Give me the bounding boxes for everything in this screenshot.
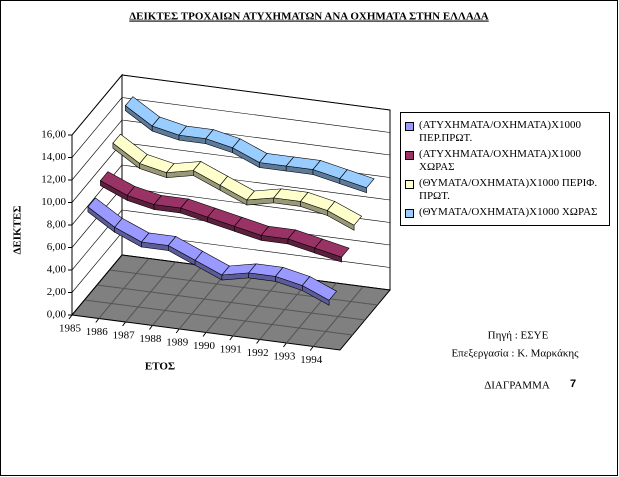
ribbon-top xyxy=(339,169,375,189)
legend-label: (ΑΤΥΧΗΜΑΤΑ/ΟΧΗΜΑΤΑ)Χ1000 ΠΕΡ.ΠΡΩΤ. xyxy=(419,119,582,144)
legend-item: (ΘΥΜΑΤΑ/ΟΧΗΜΑΤΑ)Χ1000 ΧΩΡΑΣ xyxy=(403,206,607,219)
legend: (ΑΤΥΧΗΜΑΤΑ/ΟΧΗΜΑΤΑ)Χ1000 ΠΕΡ.ΠΡΩΤ. (ΑΤΥΧΗ… xyxy=(400,112,610,226)
x-tick xyxy=(202,332,207,337)
x-tick xyxy=(122,321,126,327)
x-tick xyxy=(68,314,73,320)
grid-line xyxy=(71,97,123,158)
ribbon-segment xyxy=(339,169,375,194)
y-tick-label: 10,00 xyxy=(41,196,66,208)
floor-grid xyxy=(109,269,378,306)
x-tick-label: 1986 xyxy=(86,326,109,338)
y-tick-label: 4,00 xyxy=(47,264,67,276)
annotation: 7 xyxy=(570,378,576,390)
ribbon-segment xyxy=(260,226,297,245)
floor-grid xyxy=(84,299,353,336)
annotation: Επεξεργασία : Κ. Μαρκάκης xyxy=(451,348,579,360)
grid-line xyxy=(71,254,123,316)
x-tick xyxy=(282,342,287,348)
legend-label: (ΑΤΥΧΗΜΑΤΑ/ΟΧΗΜΑΤΑ)Χ1000 ΧΩΡΑΣ xyxy=(419,148,582,173)
y-tick-label: 0,00 xyxy=(47,309,67,321)
ribbon-top xyxy=(326,201,363,226)
grid-line xyxy=(71,74,123,136)
ribbon-top xyxy=(301,276,338,301)
x-tick-label: 1993 xyxy=(273,351,296,363)
x-tick-label: 1988 xyxy=(139,333,162,345)
x-tick xyxy=(309,346,314,351)
y-tick-label: 16,00 xyxy=(41,129,66,141)
x-tick xyxy=(175,328,180,334)
ribbon-segment xyxy=(301,276,338,306)
ribbon-top xyxy=(314,238,350,258)
legend-item: (ΑΤΥΧΗΜΑΤΑ/ΟΧΗΜΑΤΑ)Χ1000 ΧΩΡΑΣ xyxy=(403,148,607,174)
legend-swatch xyxy=(405,209,414,218)
y-axis-label: ΔΕΙΚΤΕΣ xyxy=(12,206,24,255)
grid-line xyxy=(71,142,123,203)
y-tick-label: 6,00 xyxy=(47,241,67,253)
ribbon-segment xyxy=(232,138,268,169)
x-tick-label: 1994 xyxy=(300,354,323,366)
y-tick-label: 2,00 xyxy=(47,286,67,298)
ribbon-segment xyxy=(221,263,257,281)
x-tick-label: 1989 xyxy=(166,337,189,349)
grid-line xyxy=(121,74,391,111)
grid-line xyxy=(71,119,123,181)
grid-line xyxy=(71,232,123,293)
y-tick-label: 12,00 xyxy=(41,174,66,186)
ribbon-segment xyxy=(140,232,177,251)
x-tick-label: 1985 xyxy=(59,323,82,335)
legend-swatch xyxy=(405,180,414,189)
x-tick xyxy=(256,339,261,344)
x-tick xyxy=(95,318,100,323)
ribbon-segment xyxy=(326,201,363,231)
chart-title: ΔΕΙΚΤΕΣ ΤΡΟΧΑΙΩΝ ΑΤΥΧΗΜΑΤΩΝ ΑΝΑ ΟΧΗΜΑΤΑ … xyxy=(129,11,488,23)
ribbon-segment xyxy=(273,188,309,207)
ribbon-segment xyxy=(314,238,350,263)
ribbon-segment xyxy=(139,154,175,179)
x-tick-label: 1992 xyxy=(247,347,269,359)
legend-item: (ΘΥΜΑΤΑ/ΟΧΗΜΑΤΑ)Χ1000 ΠΕΡΙΦ. ΠΡΩΤ. xyxy=(403,177,607,203)
y-tick-label: 14,00 xyxy=(41,151,66,163)
legend-label: (ΘΥΜΑΤΑ/ΟΧΗΜΑΤΑ)Χ1000 ΠΕΡΙΦ. ΠΡΩΤ. xyxy=(419,177,598,202)
x-tick-label: 1990 xyxy=(193,340,216,352)
y-tick-label: 8,00 xyxy=(47,219,67,231)
x-tick-label: 1991 xyxy=(220,344,242,356)
ribbon-segment xyxy=(151,116,188,141)
x-axis-label: ΕΤΟΣ xyxy=(145,361,175,373)
legend-label: (ΘΥΜΑΤΑ/ΟΧΗΜΑΤΑ)Χ1000 ΧΩΡΑΣ xyxy=(419,206,598,218)
x-tick xyxy=(148,325,153,330)
annotation: Πηγή : ΕΣΥΕ xyxy=(488,330,549,342)
grid-line xyxy=(121,97,391,133)
x-tick-label: 1987 xyxy=(113,330,136,342)
legend-swatch xyxy=(405,151,414,160)
legend-swatch xyxy=(405,122,414,131)
floor-grid xyxy=(96,284,366,321)
annotation: ΔΙΑΓΡΑΜΜΑ xyxy=(484,380,550,392)
x-tick xyxy=(229,335,234,341)
ribbon-segment xyxy=(112,133,148,170)
ribbon-segment xyxy=(165,161,202,178)
legend-item: (ΑΤΥΧΗΜΑΤΑ/ΟΧΗΜΑΤΑ)Χ1000 ΠΕΡ.ΠΡΩΤ. xyxy=(403,119,607,145)
